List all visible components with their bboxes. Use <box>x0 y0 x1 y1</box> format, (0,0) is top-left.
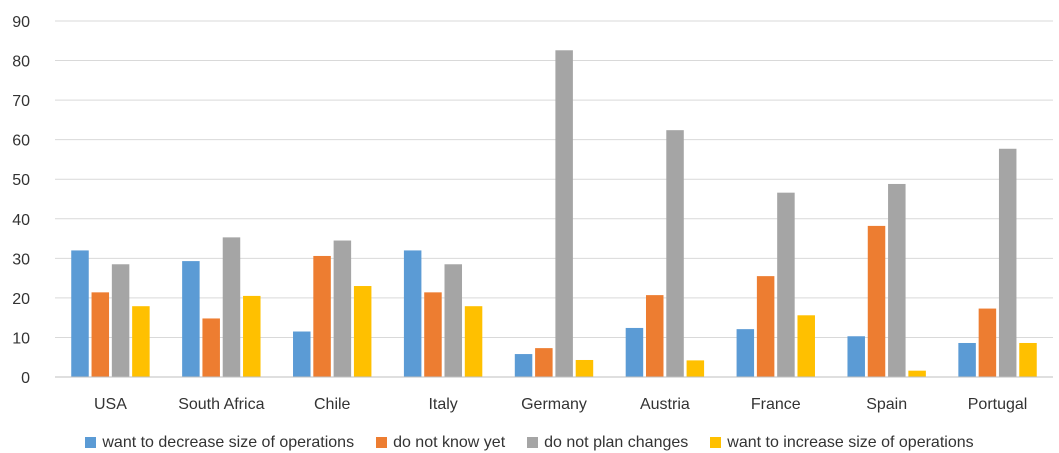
bar-5-0 <box>625 327 644 377</box>
legend-item-decrease: want to decrease size of operations <box>85 434 354 452</box>
legend-label-unknown: do not know yet <box>393 433 506 451</box>
legend-swatch-decrease <box>85 437 97 448</box>
bar-2-0 <box>293 331 311 377</box>
bar-4-2 <box>555 50 573 377</box>
y-tick-label: 20 <box>12 291 30 308</box>
x-tick-label: South Africa <box>178 396 264 413</box>
x-tick-label: Spain <box>866 396 907 413</box>
x-axis: USA South Africa Chile Italy Germany Austria F… <box>55 376 1053 413</box>
y-tick-label: 60 <box>12 133 30 150</box>
bar-6-2 <box>777 192 795 377</box>
bar-3-3 <box>464 306 483 377</box>
x-tick-label: Germany <box>521 396 587 413</box>
bar-4-3 <box>575 359 594 377</box>
x-tick-label: USA <box>94 396 127 413</box>
bar-0-0 <box>71 250 89 377</box>
x-tick-label: France <box>751 396 801 413</box>
y-tick-label: 90 <box>12 14 30 31</box>
y-tick-label: 70 <box>12 93 30 110</box>
bar-5-2 <box>666 130 684 377</box>
y-tick-label: 0 <box>21 370 30 387</box>
bar-7-2 <box>888 183 906 377</box>
bar-8-1 <box>978 308 997 377</box>
bar-0-3 <box>132 306 150 377</box>
bar-7-3 <box>908 370 926 377</box>
legend-label-decrease: want to decrease size of operations <box>102 433 355 451</box>
bar-3-0 <box>403 250 422 377</box>
y-tick-label: 80 <box>12 54 30 71</box>
legend-item-increase: want to increase size of operations <box>710 433 974 452</box>
bar-8-0 <box>958 342 976 377</box>
gridlines <box>55 20 1053 338</box>
y-tick-label: 50 <box>12 172 30 189</box>
bar-chart: 0 10 20 30 40 50 60 70 80 90 USA South Africa Chile… <box>12 14 1053 413</box>
y-axis: 0 10 20 30 40 50 60 70 80 90 <box>12 14 30 387</box>
bar-0-1 <box>91 292 110 377</box>
x-tick-label: Austria <box>640 396 690 413</box>
legend-item-no-changes: do not plan changes <box>527 434 688 452</box>
bar-6-0 <box>736 329 755 377</box>
bar-1-1 <box>202 318 220 377</box>
bar-2-2 <box>333 240 352 377</box>
y-tick-label: 40 <box>12 212 30 229</box>
bars <box>71 50 1037 377</box>
bar-1-0 <box>182 261 200 377</box>
x-tick-label: Italy <box>428 396 457 413</box>
y-tick-label: 10 <box>12 330 30 347</box>
bar-2-1 <box>313 255 331 377</box>
bar-4-0 <box>514 354 533 377</box>
bar-1-3 <box>243 295 261 377</box>
bar-8-3 <box>1019 342 1037 377</box>
bar-8-2 <box>998 148 1017 377</box>
bar-5-3 <box>686 360 705 377</box>
bar-5-1 <box>645 295 664 377</box>
legend-swatch-no-changes <box>527 437 539 448</box>
y-tick-label: 30 <box>12 251 30 268</box>
bar-6-3 <box>797 315 815 377</box>
bar-2-3 <box>353 286 372 377</box>
legend-swatch-increase <box>710 437 722 448</box>
legend-label-increase: want to increase size of operations <box>727 433 974 451</box>
legend: want to decrease size of operations do n… <box>0 432 1059 453</box>
legend-item-unknown: do not know yet <box>376 434 505 452</box>
legend-swatch-unknown <box>376 437 388 448</box>
bar-3-2 <box>444 264 463 377</box>
x-tick-label: Portugal <box>968 396 1028 413</box>
bar-6-1 <box>756 276 775 377</box>
bar-7-0 <box>847 336 865 377</box>
x-tick-label: Chile <box>314 396 351 413</box>
bar-3-1 <box>424 292 442 377</box>
legend-label-no-changes: do not plan changes <box>544 433 689 451</box>
bar-4-1 <box>535 348 553 377</box>
bar-1-2 <box>222 237 241 377</box>
bar-0-2 <box>111 264 130 377</box>
bar-7-1 <box>867 225 886 377</box>
